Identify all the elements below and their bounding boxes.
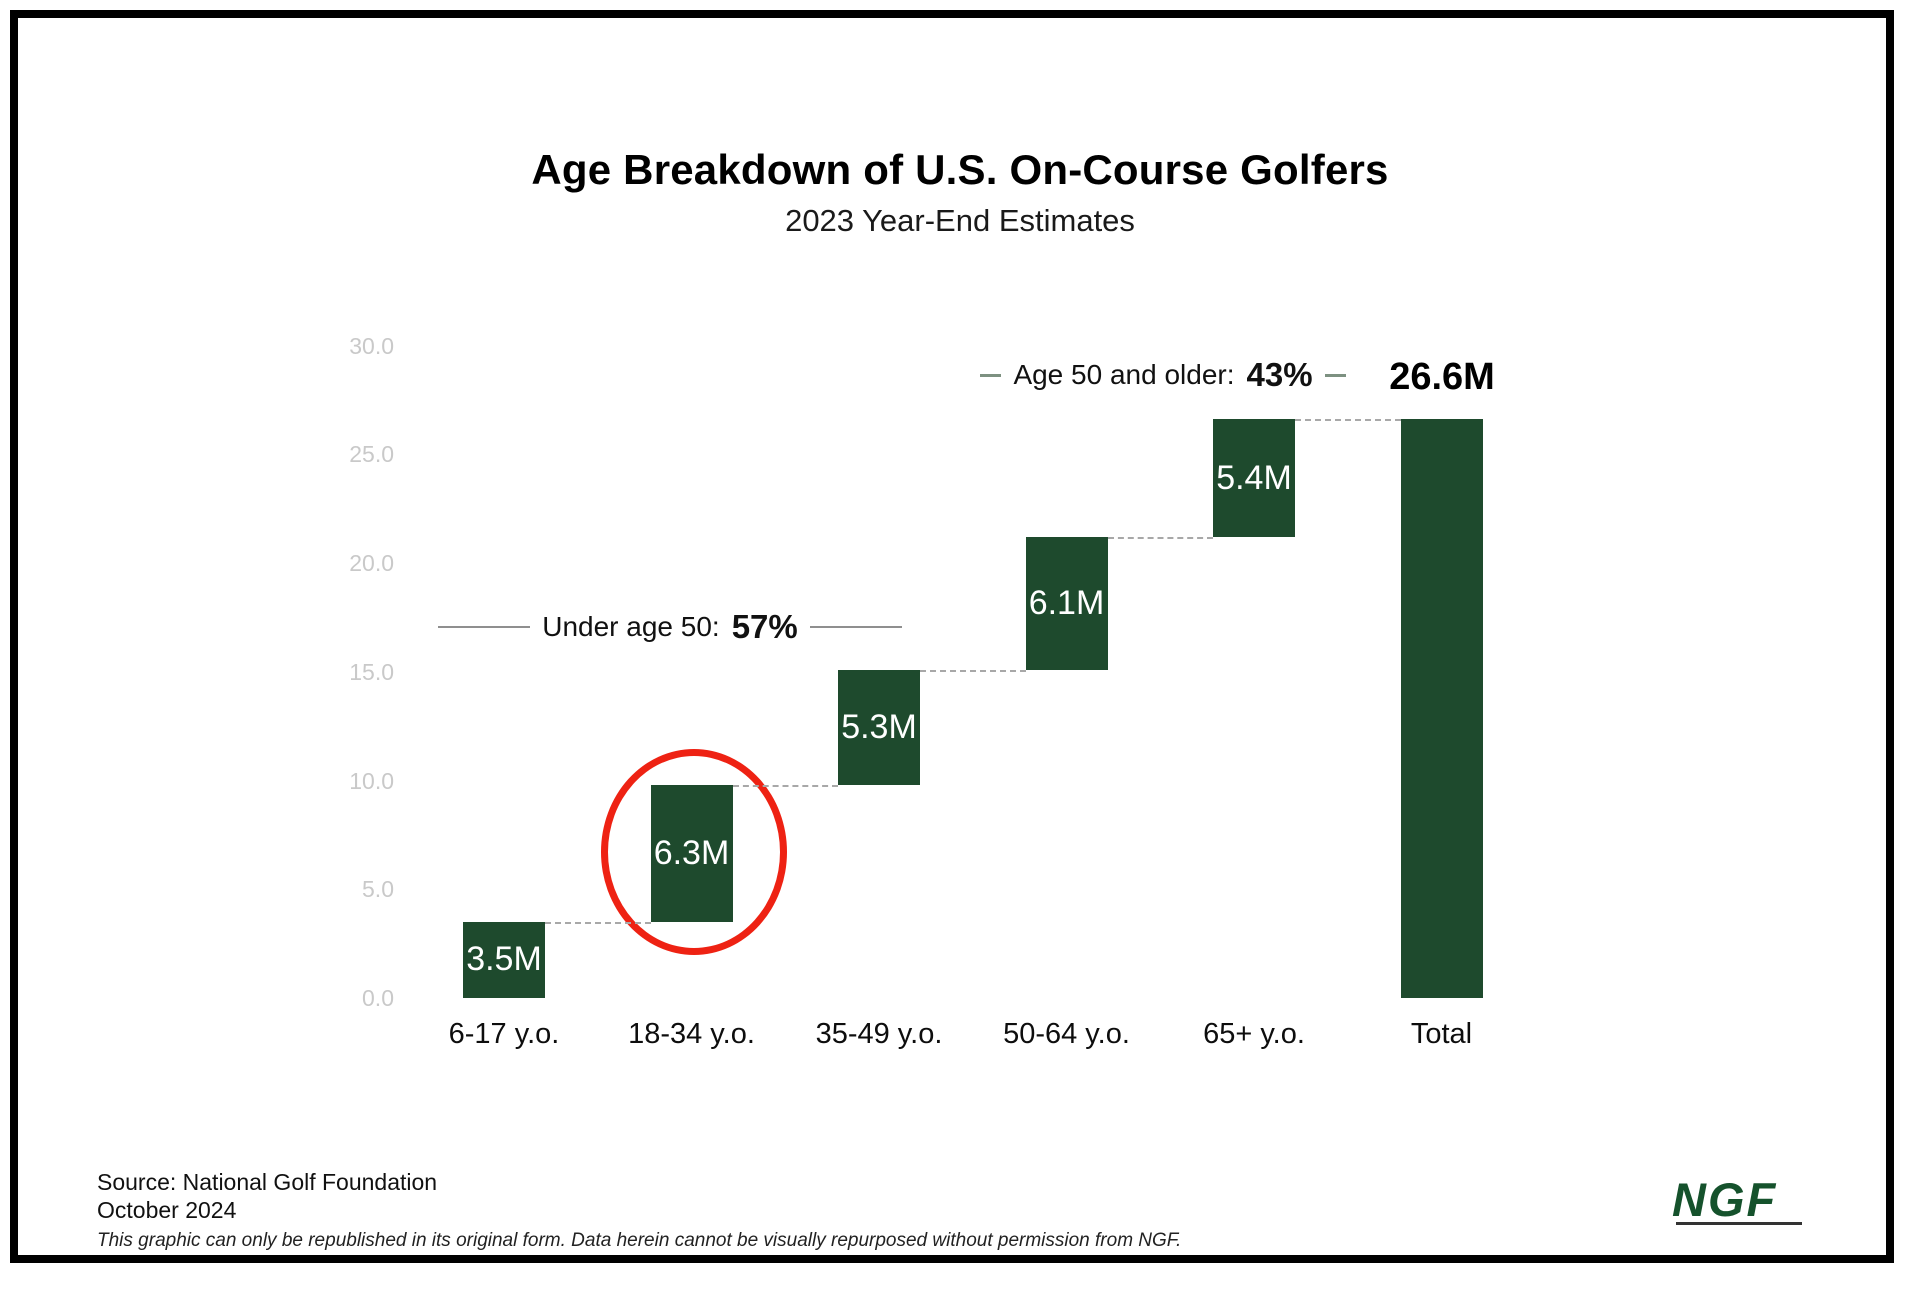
annotation-under-50-percent: 57%: [731, 608, 798, 645]
annotation-under-50: Under age 50: 57%: [438, 607, 902, 647]
y-axis-tick-label: 25.0: [349, 441, 394, 468]
bar-value-label: 5.4M: [1216, 458, 1292, 497]
date-text: October 2024: [97, 1197, 237, 1223]
total-value-label: 26.6M: [1389, 356, 1495, 398]
y-axis-tick-label: 0.0: [362, 985, 394, 1011]
x-axis-category-label: Total: [1410, 1018, 1473, 1050]
x-axis-category-label: 6-17 y.o.: [448, 1018, 560, 1050]
ngf-logo: NGF: [1672, 1173, 1812, 1234]
x-axis-category-label: 18-34 y.o.: [628, 1018, 755, 1050]
y-axis-tick-label: 5.0: [362, 876, 394, 903]
chart-subtitle: 2023 Year-End Estimates: [785, 203, 1135, 238]
annotation-line-right: [809, 626, 902, 628]
annotation-over-50-percent: 43%: [1246, 356, 1313, 393]
ngf-logo-text: NGF: [1672, 1173, 1778, 1226]
waterfall-connector-line: [1295, 419, 1401, 422]
legal-disclaimer-text: This graphic can only be republished in …: [97, 1230, 1182, 1251]
bar-value-label: 3.5M: [466, 940, 542, 979]
waterfall-connector-line: [545, 921, 651, 924]
waterfall-connector-line: [1107, 536, 1213, 539]
x-axis-category-label: 65+ y.o.: [1203, 1018, 1305, 1050]
bar-value-label: 6.1M: [1028, 583, 1105, 622]
ngf-logo-underline: [1676, 1222, 1802, 1225]
annotation-over-50: Age 50 and older: 43%: [980, 355, 1346, 395]
annotation-over-50-label: Age 50 and older:: [1013, 359, 1235, 390]
annotation-line-left: [438, 626, 531, 628]
bar-18-34-y-o-: [650, 784, 733, 922]
highlight-circle-18-34: [601, 749, 787, 955]
bar-total: [1400, 419, 1483, 998]
y-axis-tick-label: 20.0: [349, 550, 394, 576]
waterfall-connector-line: [920, 669, 1026, 672]
y-axis-tick-label: 30.0: [349, 332, 394, 359]
waterfall-connector-line: [732, 784, 838, 787]
chart-title: Age Breakdown of U.S. On-Course Golfers: [531, 146, 1389, 193]
source-text: Source: National Golf Foundation: [97, 1169, 438, 1195]
bar-50-64-y-o-: [1025, 536, 1108, 670]
bar-35-49-y-o-: [838, 669, 920, 785]
page-border-frame: [10, 10, 1894, 1263]
bar-65+-y-o-: [1213, 419, 1295, 537]
annotation-under-50-label: Under age 50:: [542, 611, 720, 642]
bar-6-17-y-o-: [463, 921, 545, 998]
y-axis-tick-label: 15.0: [349, 658, 394, 685]
bar-value-label: 5.3M: [841, 707, 917, 746]
x-axis-category-label: 50-64 y.o.: [1003, 1018, 1130, 1050]
annotation-dash-right: [1324, 373, 1346, 377]
bar-value-label: 6.3M: [653, 833, 730, 872]
y-axis-tick-label: 10.0: [349, 767, 394, 794]
footer: Source: National Golf Foundation October…: [97, 1168, 1181, 1252]
x-axis-category-label: 35-49 y.o.: [815, 1018, 943, 1050]
annotation-dash-left: [980, 373, 1002, 377]
